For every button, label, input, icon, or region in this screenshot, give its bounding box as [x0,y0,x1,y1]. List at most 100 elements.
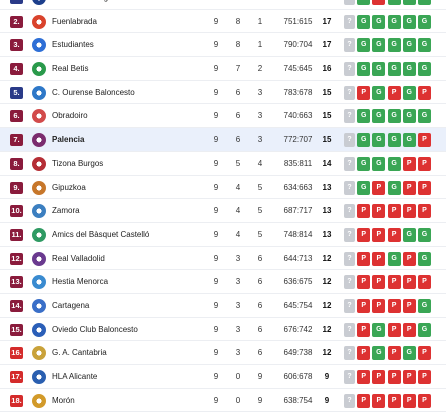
team-name[interactable]: Real Betis [52,64,89,74]
loss-badge[interactable]: P [387,227,401,242]
loss-badge[interactable]: P [417,370,431,384]
upcoming-match-badge[interactable]: ? [344,370,355,384]
team-name[interactable]: Estudiantes [52,40,94,50]
win-badge[interactable]: G [387,38,401,53]
upcoming-match-badge[interactable]: ? [344,133,355,148]
loss-badge[interactable]: P [402,275,416,290]
win-badge[interactable]: G [417,38,431,53]
standings-row[interactable]: 14. Cartagena 9 3 6 645:754 12 ? P P P P G [0,294,446,318]
team-name[interactable]: Morón [52,395,75,405]
standings-row[interactable]: 2. Fuenlabrada 9 8 1 751:615 17 ? G G G G G [0,10,446,34]
upcoming-match-badge[interactable]: ? [344,393,355,408]
loss-badge[interactable]: P [402,156,416,171]
team-name[interactable]: HLA Alicante [52,372,98,381]
standings-row[interactable]: 17. HLA Alicante 9 0 9 606:678 9 ? P P P P P [0,365,446,389]
standings-row[interactable]: 8. Tizona Burgos 9 5 4 835:811 14 ? G G G P P [0,152,446,176]
upcoming-match-badge[interactable]: ? [344,0,355,5]
loss-badge[interactable]: P [357,227,371,242]
win-badge[interactable]: G [402,133,416,148]
win-badge[interactable]: G [417,322,431,337]
team-name[interactable]: Hestia Menorca [52,277,109,287]
win-badge[interactable]: G [357,38,371,53]
loss-badge[interactable]: P [417,393,431,408]
loss-badge[interactable]: P [357,251,371,266]
standings-row[interactable]: 11. Amics del Bàsquet Castelló 9 4 5 748… [0,223,446,247]
win-badge[interactable]: G [402,227,416,242]
upcoming-match-badge[interactable]: ? [344,62,355,77]
team-name[interactable]: Amics del Bàsquet Castelló [52,229,150,239]
win-badge[interactable]: G [357,156,371,171]
loss-badge[interactable]: P [402,322,416,337]
loss-badge[interactable]: P [372,275,386,290]
standings-row[interactable]: 1. San Pablo Burgos 9 8 1 772:680 17 ?GP… [0,0,446,10]
team-name[interactable]: Fuenlabrada [52,16,97,26]
loss-badge[interactable]: P [387,204,401,219]
loss-badge[interactable]: P [402,298,416,313]
win-badge[interactable]: G [387,14,401,29]
team-name[interactable]: G. A. Cantabria [52,348,107,358]
win-badge[interactable]: G [387,180,401,195]
win-badge[interactable]: G [387,109,401,124]
loss-badge[interactable]: P [357,393,371,408]
win-badge[interactable]: G [372,85,386,100]
win-badge[interactable]: G [417,62,431,77]
loss-badge[interactable]: P [417,275,431,290]
loss-badge[interactable]: P [387,393,401,408]
win-badge[interactable]: G [372,38,386,53]
win-badge[interactable]: G [372,14,386,29]
loss-badge[interactable]: P [372,370,386,384]
upcoming-match-badge[interactable]: ? [344,85,355,100]
upcoming-match-badge[interactable]: ? [344,346,355,361]
win-badge[interactable]: G [417,298,431,313]
upcoming-match-badge[interactable]: ? [344,109,355,124]
loss-badge[interactable]: P [417,85,431,100]
win-badge[interactable]: G [357,133,371,148]
team-name[interactable]: C. Ourense Baloncesto [52,87,135,97]
team-name[interactable]: San Pablo Burgos [52,0,117,4]
standings-row[interactable]: 5. C. Ourense Baloncesto 9 6 3 783:678 1… [0,81,446,105]
standings-row[interactable]: 18. Morón 9 0 9 638:754 9 ? P P P P P [0,389,446,413]
loss-badge[interactable]: P [387,298,401,313]
win-badge[interactable]: G [402,85,416,100]
loss-badge[interactable]: P [402,204,416,219]
loss-badge[interactable]: P [402,180,416,195]
win-badge[interactable]: G [402,38,416,53]
loss-badge[interactable]: P [417,346,431,361]
win-badge[interactable]: G [402,346,416,361]
upcoming-match-badge[interactable]: ? [344,275,355,290]
standings-row[interactable]: 7. Palencia 9 6 3 772:707 15 ? G G G G P [0,128,446,152]
upcoming-match-badge[interactable]: ? [344,156,355,171]
win-badge[interactable]: G [357,62,371,77]
win-badge[interactable]: G [357,14,371,29]
win-badge[interactable]: G [417,227,431,242]
win-badge[interactable]: G [402,109,416,124]
upcoming-match-badge[interactable]: ? [344,322,355,337]
upcoming-match-badge[interactable]: ? [344,227,355,242]
win-badge[interactable]: G [372,346,386,361]
win-badge[interactable]: G [357,180,371,195]
win-badge[interactable]: G [357,109,371,124]
standings-row[interactable]: 9. Gipuzkoa 9 4 5 634:663 13 ? G P G P P [0,176,446,200]
standings-row[interactable]: 10. Zamora 9 4 5 687:717 13 ? P P P P P [0,199,446,223]
win-badge[interactable]: G [387,0,401,5]
win-badge[interactable]: G [417,0,431,5]
win-badge[interactable]: G [387,156,401,171]
loss-badge[interactable]: P [372,0,386,5]
loss-badge[interactable]: P [372,393,386,408]
win-badge[interactable]: G [357,0,371,5]
loss-badge[interactable]: P [372,227,386,242]
standings-row[interactable]: 12. Real Valladolid 9 3 6 644:713 12 ? P P… [0,247,446,271]
team-name[interactable]: Oviedo Club Baloncesto [52,324,138,334]
upcoming-match-badge[interactable]: ? [344,298,355,313]
loss-badge[interactable]: P [417,204,431,219]
win-badge[interactable]: G [402,0,416,5]
loss-badge[interactable]: P [357,204,371,219]
win-badge[interactable]: G [387,251,401,266]
team-name[interactable]: Gipuzkoa [52,182,86,192]
win-badge[interactable]: G [417,14,431,29]
team-name[interactable]: Real Valladolid [52,253,105,263]
loss-badge[interactable]: P [402,370,416,384]
loss-badge[interactable]: P [417,180,431,195]
win-badge[interactable]: G [372,109,386,124]
loss-badge[interactable]: P [372,180,386,195]
